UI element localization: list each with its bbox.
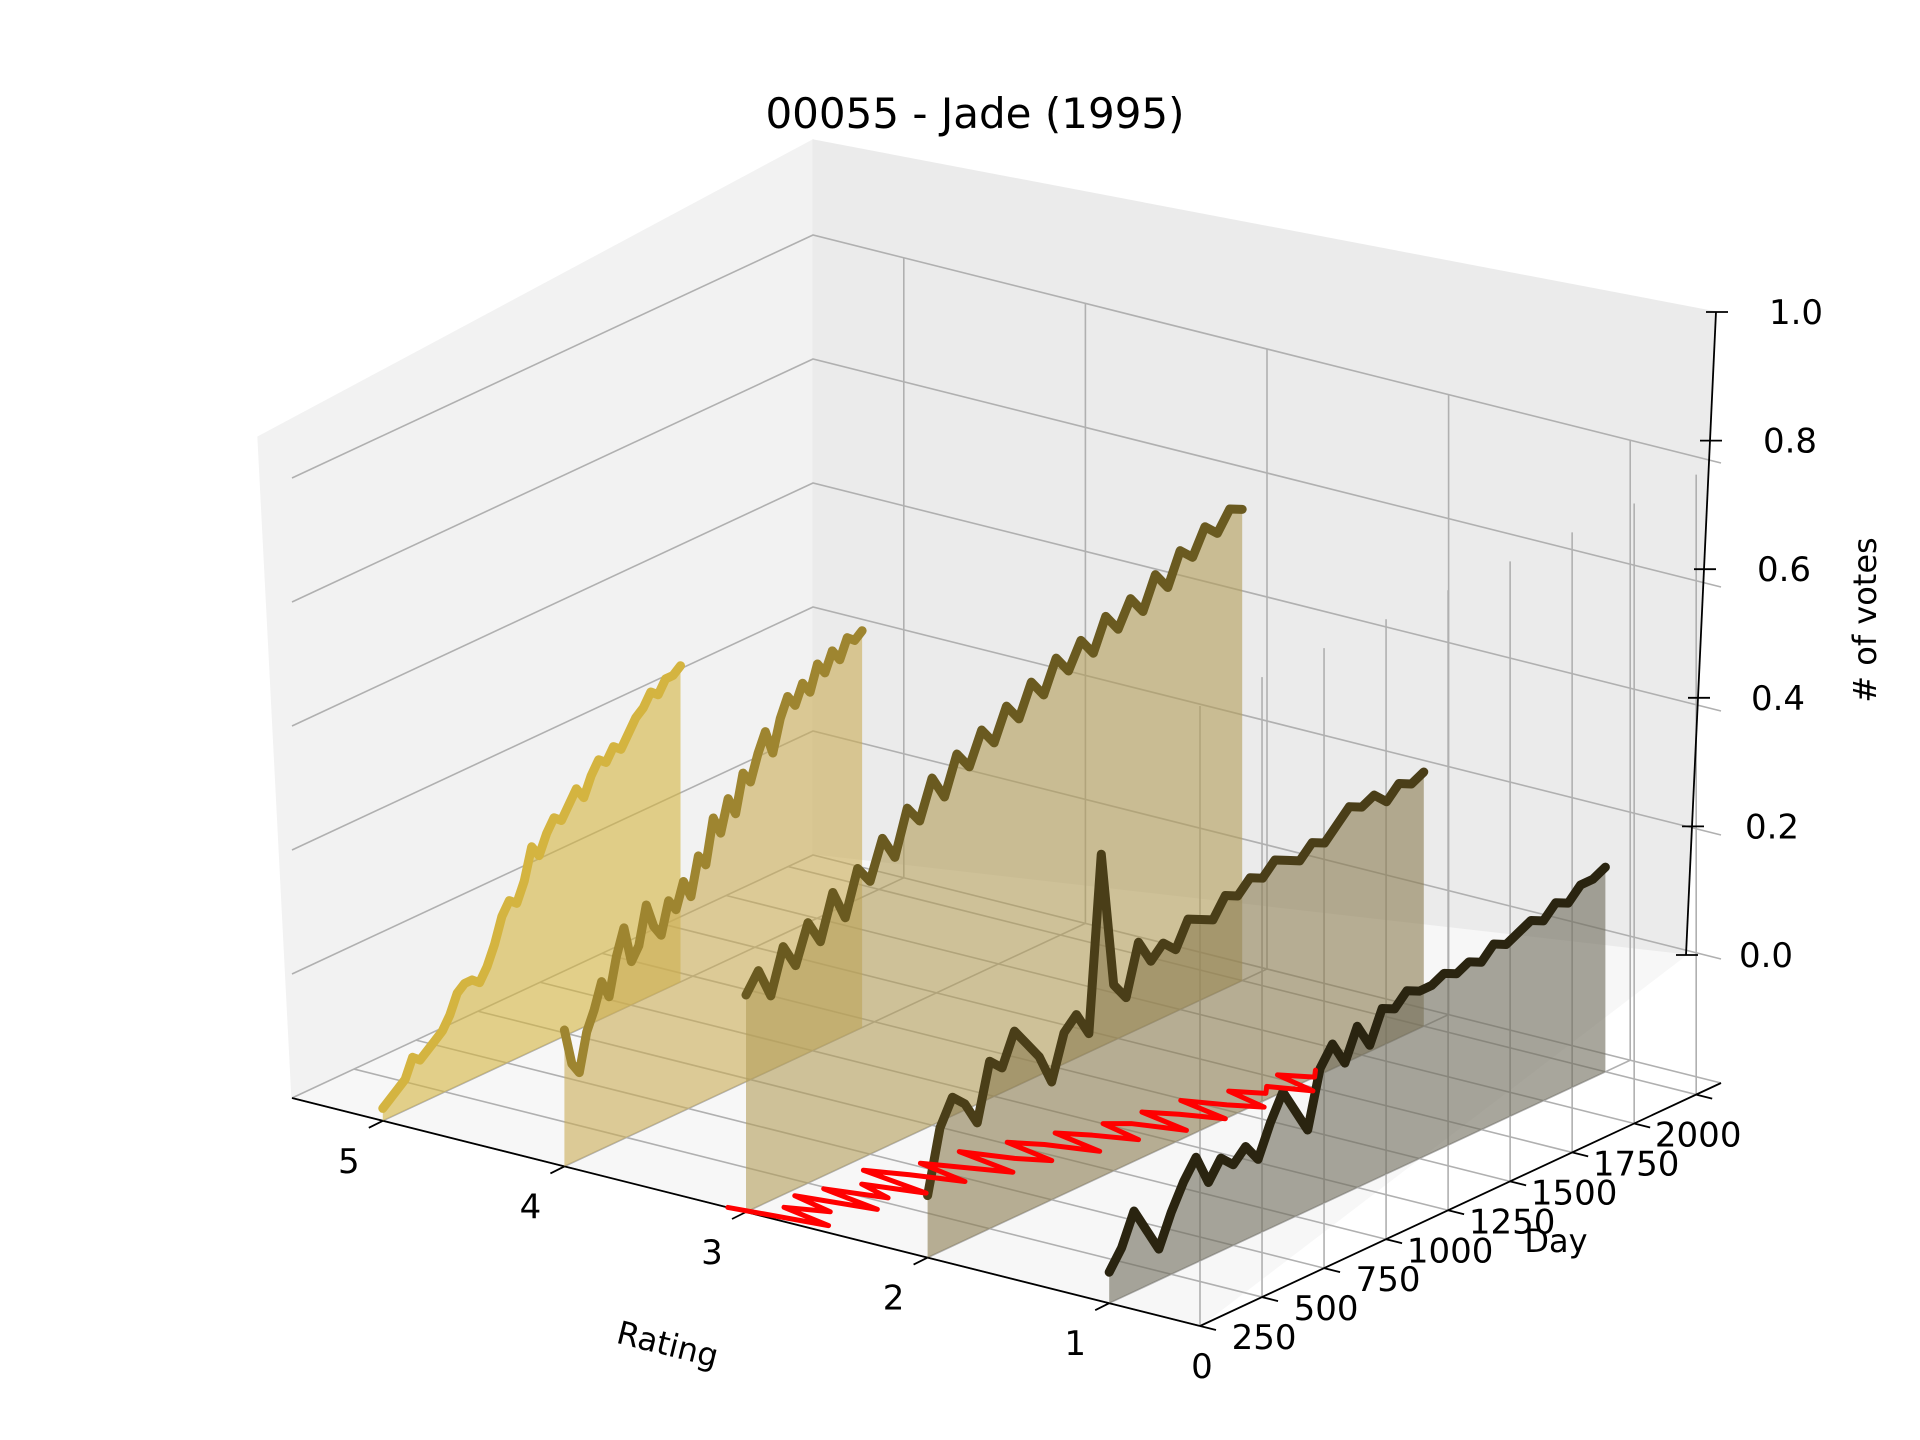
day-tick	[1509, 1180, 1527, 1187]
rating-tick-label: 3	[701, 1233, 723, 1273]
series-layer	[378, 504, 1610, 1304]
day-tick-label: 0	[1191, 1347, 1213, 1387]
votes-axis-line	[1685, 311, 1717, 956]
day-tick	[1199, 1325, 1217, 1331]
mean-rating-line	[725, 1067, 1318, 1229]
rating-tick	[549, 1165, 565, 1175]
day-tick-label: 1000	[1407, 1231, 1494, 1271]
day-tick-label: 250	[1232, 1318, 1297, 1358]
rating-tick-label: 1	[1064, 1324, 1086, 1364]
day-tick-label: 2000	[1655, 1116, 1742, 1156]
day-tick	[1633, 1122, 1651, 1129]
rating-tick-label: 4	[520, 1187, 542, 1227]
series-line-rating-3	[741, 504, 1247, 1001]
series-line-rating-4	[559, 626, 867, 1078]
rating-tick	[913, 1256, 929, 1266]
votes-tick-label: 1.0	[1769, 293, 1823, 333]
day-tick-label: 750	[1356, 1260, 1421, 1300]
votes-tick-label: 0.4	[1751, 679, 1805, 719]
day-axis-label: Day	[1524, 1222, 1587, 1260]
series-line-rating-5	[378, 661, 686, 1113]
day-tick-label: 1750	[1593, 1145, 1680, 1185]
votes-tick-label: 0.6	[1757, 550, 1811, 590]
gridline-votes	[291, 358, 1722, 603]
day-tick	[1261, 1296, 1279, 1302]
day-tick	[1695, 1093, 1713, 1100]
votes-tick-label: 0.0	[1739, 936, 1793, 976]
rating-tick	[1094, 1302, 1110, 1312]
rating-tick	[368, 1119, 384, 1129]
votes-tick-label: 0.2	[1745, 807, 1799, 847]
votes-axis-label: # of votes	[1846, 537, 1884, 702]
series-fill-rating-1	[1109, 867, 1606, 1304]
day-tick	[1447, 1209, 1465, 1216]
series-line-rating-2	[923, 767, 1429, 1201]
votes-tick-label: 0.8	[1763, 422, 1817, 462]
day-tick-label: 1500	[1531, 1173, 1618, 1213]
day-tick	[1571, 1151, 1589, 1158]
gridline-votes	[291, 606, 1722, 851]
day-tick-label: 500	[1294, 1289, 1359, 1329]
rating-tick-label: 2	[883, 1279, 905, 1319]
series-line-rating-1	[1104, 862, 1610, 1277]
rating-tick	[731, 1211, 747, 1220]
chart-title: 00055 - Jade (1995)	[765, 89, 1184, 138]
series-fill-rating-2	[927, 771, 1424, 1258]
gridline-votes	[291, 234, 1722, 479]
rating-tick-label: 5	[338, 1142, 360, 1182]
day-tick-label: 1250	[1469, 1202, 1556, 1242]
day-tick	[1323, 1267, 1341, 1274]
gridline-votes	[291, 482, 1722, 727]
day-tick	[1385, 1238, 1403, 1245]
